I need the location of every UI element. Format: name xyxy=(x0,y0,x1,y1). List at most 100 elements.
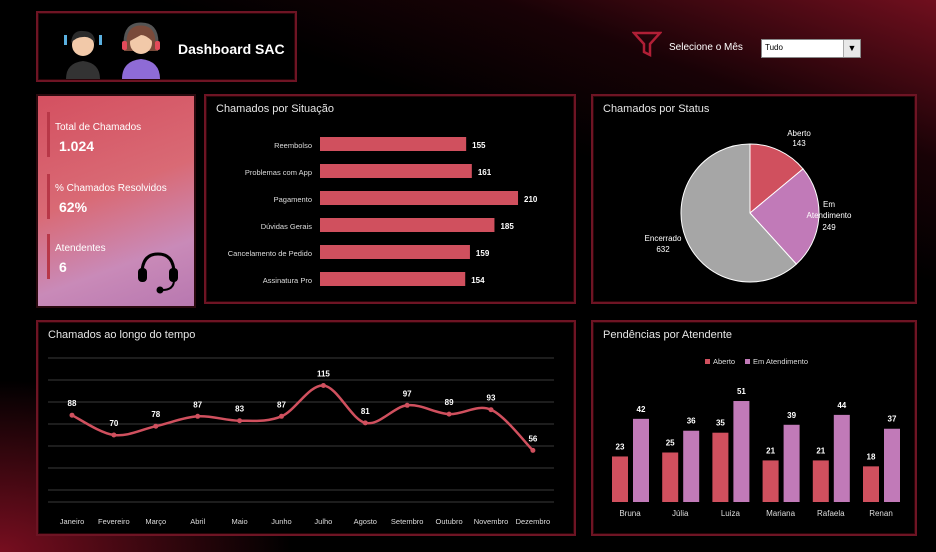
pie-slice xyxy=(749,143,804,215)
bar xyxy=(683,430,700,502)
bar xyxy=(783,424,800,502)
bar xyxy=(833,414,850,502)
bar-label: Reembolso xyxy=(274,141,312,150)
x-tick-label: Rafaela xyxy=(817,509,845,518)
bar xyxy=(812,460,829,502)
bar-value: 51 xyxy=(737,387,746,396)
bar-value: 23 xyxy=(616,442,625,451)
data-label: 115 xyxy=(317,370,330,379)
bar xyxy=(762,460,779,502)
data-label: 87 xyxy=(193,400,202,409)
status-title: Chamados por Status xyxy=(603,103,710,115)
bar-label: Dúvidas Gerais xyxy=(261,222,313,231)
data-label: 89 xyxy=(445,398,454,407)
series-line xyxy=(71,384,534,452)
data-label: 78 xyxy=(151,410,160,419)
bar xyxy=(320,137,467,151)
data-point xyxy=(195,413,201,419)
x-tick-label: Mariana xyxy=(766,509,795,518)
bar-value: 39 xyxy=(787,411,796,420)
tempo-panel: Chamados ao longo do tempo 88 Janeiro 70 Fe… xyxy=(36,320,576,536)
pie-value: 249 xyxy=(822,223,836,232)
pie-label: Em xyxy=(823,200,835,209)
x-tick-label: Novembro xyxy=(474,517,509,526)
x-tick-label: Dezembro xyxy=(516,517,551,526)
data-point xyxy=(320,383,326,388)
status-panel: Chamados por Status Aberto 143 Em Atendimen… xyxy=(591,94,917,304)
x-tick-label: Outubro xyxy=(436,517,463,526)
x-tick-label: Júlia xyxy=(672,509,689,518)
agent-male-icon xyxy=(64,30,102,79)
legend-label: Aberto xyxy=(713,357,735,366)
bar xyxy=(863,466,879,502)
chevron-down-icon[interactable]: ▼ xyxy=(843,40,860,57)
data-point xyxy=(111,432,117,438)
pie-value: 143 xyxy=(792,139,806,148)
pie-slice xyxy=(749,168,820,265)
kpi-accent xyxy=(47,112,50,157)
data-point xyxy=(279,413,284,419)
pie-label: Atendimento xyxy=(807,211,852,220)
bar xyxy=(712,432,729,502)
bar-value: 37 xyxy=(888,415,897,424)
data-point xyxy=(362,420,368,426)
bar-value: 21 xyxy=(816,446,825,455)
data-point xyxy=(530,447,536,453)
kpi-total-value: 1.024 xyxy=(59,138,95,154)
bar xyxy=(320,272,466,286)
tempo-chart: 88 Janeiro 70 Fevereiro 78 Março 87 Abril 83 Maio… xyxy=(48,357,554,526)
bar xyxy=(612,456,628,502)
bar-value: 159 xyxy=(476,249,490,258)
page-title: Dashboard SAC xyxy=(178,41,285,57)
data-label: 70 xyxy=(109,419,118,428)
pie-value: 632 xyxy=(656,245,670,254)
bar-label: Assinatura Pro xyxy=(263,276,312,285)
x-tick-label: Bruna xyxy=(619,509,641,518)
pie-slice xyxy=(680,143,798,283)
data-point xyxy=(237,418,243,424)
x-tick-label: Maio xyxy=(231,517,247,526)
bar-value: 154 xyxy=(471,276,485,285)
legend-label: Em Atendimento xyxy=(753,357,808,366)
bar xyxy=(320,164,472,178)
bar-value: 210 xyxy=(524,195,538,204)
month-select[interactable]: Tudo ▼ xyxy=(761,39,861,58)
bar-value: 35 xyxy=(716,419,725,428)
bar xyxy=(633,418,649,502)
tempo-title: Chamados ao longo do tempo xyxy=(48,329,196,341)
bar-value: 25 xyxy=(666,439,675,448)
bar-value: 42 xyxy=(637,405,646,414)
legend-swatch xyxy=(705,359,710,364)
kpi-agents-value: 6 xyxy=(59,259,67,275)
bar-value: 21 xyxy=(766,446,775,455)
data-label: 56 xyxy=(528,434,537,443)
x-tick-label: Luiza xyxy=(721,509,741,518)
legend-swatch xyxy=(745,359,750,364)
bar-value: 161 xyxy=(478,168,492,177)
bar-label: Problemas com App xyxy=(245,168,312,177)
bar-value: 36 xyxy=(687,417,696,426)
x-tick-label: Julho xyxy=(314,517,332,526)
kpi-card: Total de Chamados 1.024 % Chamados Resol… xyxy=(36,94,196,308)
data-point xyxy=(404,402,410,408)
bar xyxy=(320,218,495,232)
bar xyxy=(320,245,470,259)
data-point xyxy=(153,423,159,429)
pie-label: Encerrado xyxy=(645,234,682,243)
data-point xyxy=(488,407,494,413)
bar xyxy=(733,401,750,502)
bar xyxy=(320,191,519,205)
x-tick-label: Setembro xyxy=(391,517,424,526)
x-tick-label: Fevereiro xyxy=(98,517,130,526)
situacao-panel: Chamados por Situação Reembolso 155 Proble… xyxy=(204,94,576,304)
bar-label: Pagamento xyxy=(274,195,312,204)
data-label: 88 xyxy=(68,399,77,408)
filter-icon xyxy=(632,31,662,57)
headset-icon xyxy=(138,252,178,294)
kpi-accent xyxy=(47,234,50,279)
bar-value: 18 xyxy=(867,452,876,461)
agent-female-icon xyxy=(122,22,160,79)
bar-value: 44 xyxy=(837,401,846,410)
kpi-resolved-value: 62% xyxy=(59,199,88,215)
